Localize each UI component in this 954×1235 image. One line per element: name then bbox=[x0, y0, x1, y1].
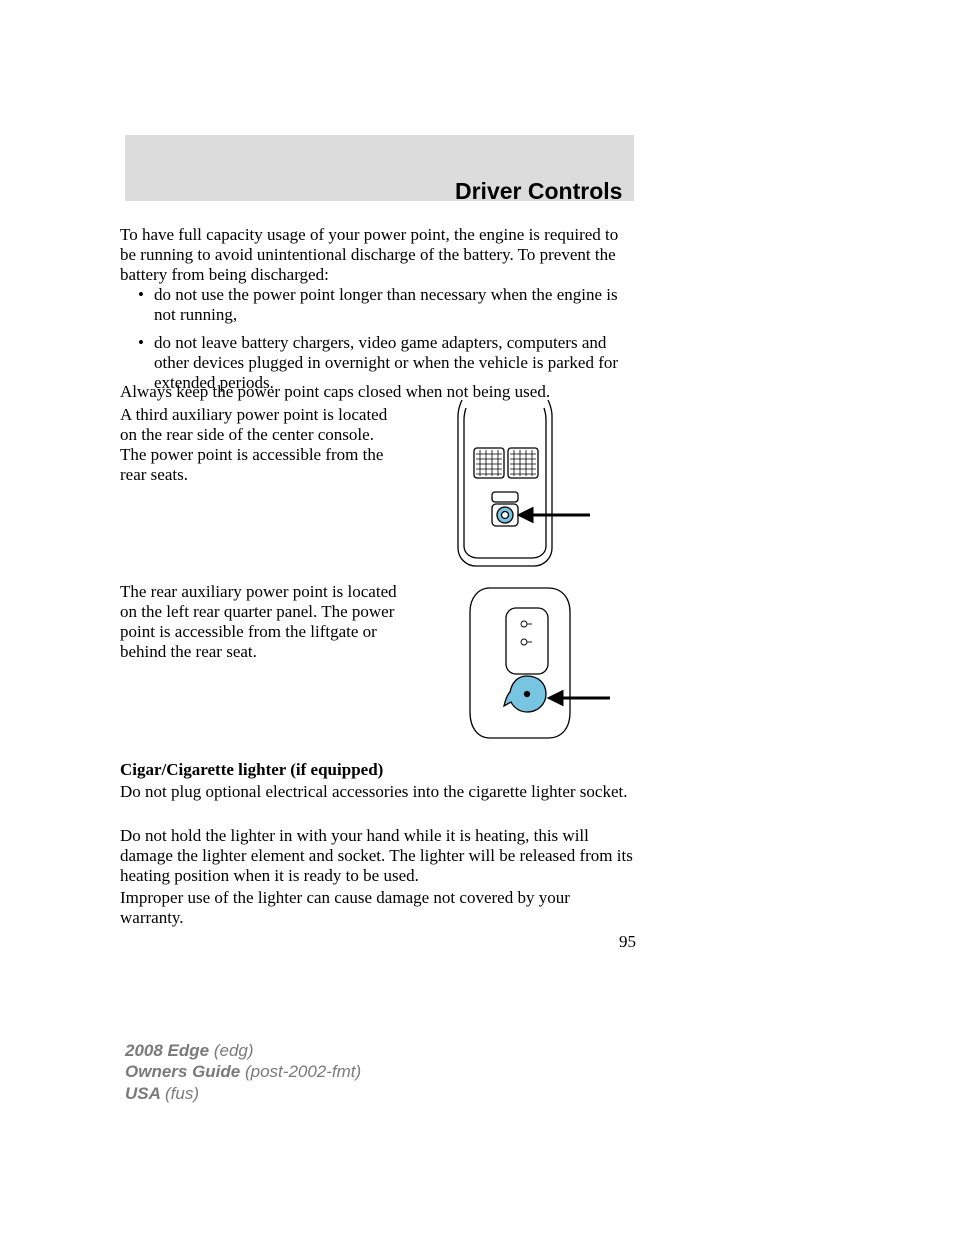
console-diagram bbox=[420, 398, 620, 573]
footer-region: USA bbox=[125, 1084, 165, 1103]
cigar-heading: Cigar/Cigarette lighter (if equipped) bbox=[120, 760, 634, 780]
footer-block: 2008 Edge (edg) Owners Guide (post-2002-… bbox=[125, 1040, 361, 1104]
footer-model-code: (edg) bbox=[214, 1041, 254, 1060]
intro-paragraph: To have full capacity usage of your powe… bbox=[120, 225, 634, 285]
cigar-p1: Do not plug optional electrical accessor… bbox=[120, 782, 634, 802]
rear-aux-paragraph: The rear auxiliary power point is locate… bbox=[120, 582, 400, 662]
page-header-title: Driver Controls bbox=[455, 178, 622, 205]
page-number: 95 bbox=[619, 932, 636, 952]
third-aux-paragraph: A third auxiliary power point is located… bbox=[120, 405, 400, 485]
footer-guide: Owners Guide bbox=[125, 1062, 245, 1081]
footer-region-code: (fus) bbox=[165, 1084, 199, 1103]
bullet-item: do not use the power point longer than n… bbox=[138, 285, 634, 325]
quarter-panel-diagram bbox=[420, 580, 620, 745]
cigar-p2: Do not hold the lighter in with your han… bbox=[120, 826, 634, 886]
footer-model: 2008 Edge bbox=[125, 1041, 214, 1060]
bullet-list: do not use the power point longer than n… bbox=[138, 285, 634, 393]
footer-guide-code: (post-2002-fmt) bbox=[245, 1062, 361, 1081]
cigar-p3: Improper use of the lighter can cause da… bbox=[120, 888, 634, 928]
